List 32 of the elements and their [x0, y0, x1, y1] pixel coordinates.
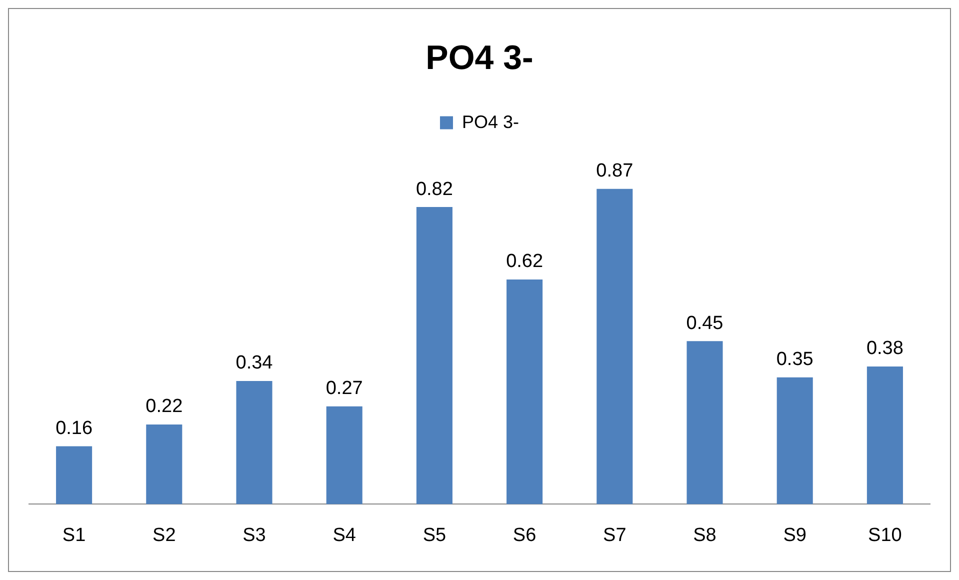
bar [416, 207, 452, 504]
bar [236, 380, 272, 504]
chart-title: PO4 3- [426, 38, 534, 77]
bar [146, 424, 182, 504]
data-label: 0.27 [326, 378, 363, 400]
data-label: 0.22 [146, 396, 183, 418]
data-label: 0.16 [56, 418, 93, 439]
data-label: 0.34 [236, 352, 274, 374]
data-label: 0.62 [506, 251, 544, 272]
data-label: 0.82 [416, 178, 453, 200]
x-tick-label: S4 [332, 524, 356, 546]
x-tick-label: S2 [152, 524, 176, 546]
data-label: 0.45 [686, 312, 724, 334]
legend-label: PO4 3- [462, 112, 520, 132]
x-tick-label: S10 [868, 524, 902, 546]
bar [506, 280, 543, 504]
x-tick-label: S1 [62, 524, 86, 546]
data-label: 0.38 [866, 338, 904, 360]
bar [776, 377, 813, 504]
bar [686, 341, 723, 504]
data-label: 0.35 [776, 349, 814, 370]
bar [866, 366, 903, 504]
bar [596, 188, 633, 504]
x-tick-label: S3 [242, 524, 266, 546]
x-tick-label: S9 [783, 524, 806, 546]
x-tick-label: S7 [603, 524, 626, 546]
x-tick-label: S6 [512, 524, 536, 546]
x-tick-label: S5 [422, 524, 446, 546]
bar [326, 406, 362, 504]
bar [56, 446, 92, 504]
data-label: 0.87 [596, 160, 634, 182]
x-tick-label: S8 [693, 524, 716, 546]
